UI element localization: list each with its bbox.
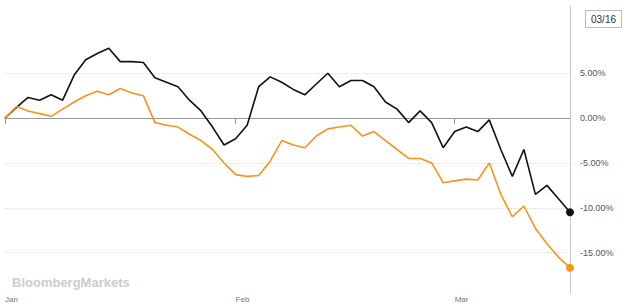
svg-text:-10.00%: -10.00% bbox=[580, 203, 614, 213]
svg-text:03/16: 03/16 bbox=[591, 14, 616, 25]
svg-text:Jan: Jan bbox=[5, 295, 18, 304]
svg-text:BloombergMarkets: BloombergMarkets bbox=[12, 275, 130, 290]
svg-text:Feb: Feb bbox=[236, 295, 250, 304]
svg-text:5.00%: 5.00% bbox=[580, 68, 606, 78]
svg-text:-15.00%: -15.00% bbox=[580, 248, 614, 258]
svg-text:-5.00%: -5.00% bbox=[580, 158, 609, 168]
svg-text:0.00%: 0.00% bbox=[580, 113, 606, 123]
svg-text:Mar: Mar bbox=[455, 295, 469, 304]
